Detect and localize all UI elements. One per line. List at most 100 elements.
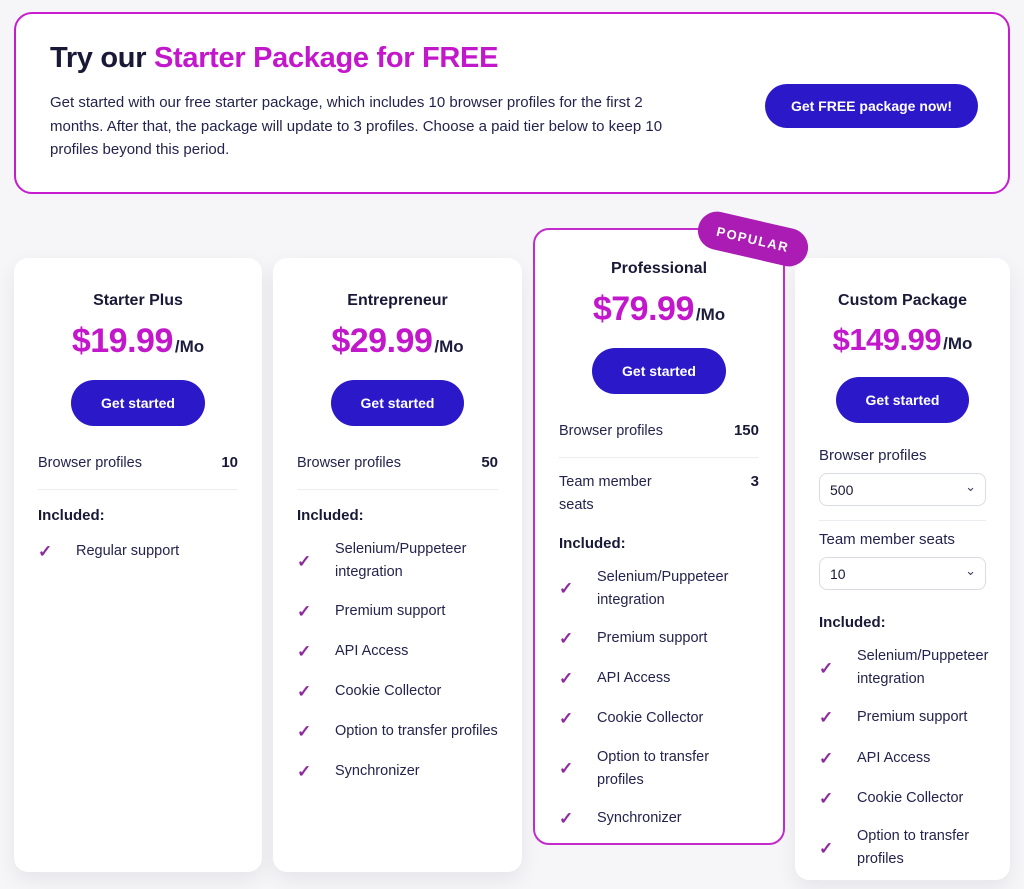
feature-item: ✓Synchronizer xyxy=(819,884,986,889)
banner-title-highlight: Starter Package for FREE xyxy=(153,42,499,74)
select-label-team-member-seats: Team member seats xyxy=(819,531,955,548)
spec-label: Browser profiles xyxy=(559,423,663,439)
plan-period: /Mo xyxy=(943,334,973,353)
check-icon: ✓ xyxy=(297,722,312,742)
check-icon: ✓ xyxy=(297,601,312,621)
feature-item: ✓Synchronizer xyxy=(559,805,759,832)
included-heading: Included: xyxy=(559,534,626,552)
plan-price: $79.99 xyxy=(592,290,695,328)
check-icon: ✓ xyxy=(819,838,834,858)
check-icon: ✓ xyxy=(819,748,834,768)
check-icon: ✓ xyxy=(819,658,834,678)
spec-row: Team member seats 3 xyxy=(559,471,759,517)
check-icon: ✓ xyxy=(297,681,312,701)
browser-profiles-select-wrap: 500 ⌄ xyxy=(819,473,986,506)
divider xyxy=(297,489,498,491)
plan-name: Starter Plus xyxy=(93,292,183,309)
spec-label: Browser profiles xyxy=(297,455,401,471)
pricing-card-entrepreneur: Entrepreneur $29.99 /Mo Get started Brow… xyxy=(273,258,522,872)
feature-item: ✓ Option to transfer profiles xyxy=(297,718,498,745)
pricing-card-starter-plus: Starter Plus $19.99 /Mo Get started Brow… xyxy=(14,258,262,872)
feature-item: ✓ Selenium/Puppeteer integration xyxy=(297,538,498,584)
feature-label: Option to transfer profiles xyxy=(335,723,498,740)
banner-title-prefix: Try our xyxy=(50,42,154,74)
check-icon: ✓ xyxy=(559,759,574,779)
select-label-browser-profiles: Browser profiles xyxy=(819,447,927,464)
spec-value: 3 xyxy=(750,473,759,491)
feature-item: ✓ Option to transfer profiles xyxy=(559,746,759,792)
spec-row: Browser profiles 150 xyxy=(559,420,759,443)
plan-name: Custom Package xyxy=(838,292,967,309)
feature-label: Premium support xyxy=(597,629,708,646)
spec-value: 50 xyxy=(481,454,498,471)
get-started-button[interactable]: Get started xyxy=(835,377,970,423)
get-started-button[interactable]: Get started xyxy=(592,348,726,394)
feature-label: Selenium/Puppeteer integration xyxy=(857,648,989,688)
feature-label: Premium support xyxy=(335,602,446,619)
feature-label: Selenium/Puppeteer integration xyxy=(335,541,467,581)
feature-list: ✓ Selenium/Puppeteer integration ✓ Premium… xyxy=(297,538,498,785)
feature-list: ✓ Selenium/Puppeteer integration ✓ Premium… xyxy=(559,566,759,833)
check-icon: ✓ xyxy=(38,542,53,562)
feature-item: ✓ API Access xyxy=(559,665,759,692)
check-icon: ✓ xyxy=(819,788,834,808)
check-icon: ✓ xyxy=(559,579,574,599)
feature-list: ✓ Selenium/Puppeteer integration ✓ Premium… xyxy=(819,645,989,889)
feature-item: ✓ Selenium/Puppeteer integration xyxy=(559,566,759,612)
plan-name: Professional xyxy=(610,260,708,277)
browser-profiles-select[interactable]: 500 xyxy=(819,473,986,506)
get-free-package-button[interactable]: Get FREE package now! xyxy=(764,84,978,128)
feature-label: Option to transfer profiles xyxy=(597,748,710,788)
plan-period: /Mo xyxy=(695,305,726,324)
feature-label: API Access xyxy=(335,642,409,659)
feature-item: ✓ Regular support xyxy=(38,538,238,565)
plan-price: $149.99 xyxy=(832,322,942,357)
banner-description: Get started with our free starter packag… xyxy=(50,94,663,159)
divider xyxy=(559,457,759,459)
check-icon: ✓ xyxy=(297,641,312,661)
price-row: $19.99 /Mo xyxy=(38,324,238,358)
spec-value: 10 xyxy=(221,454,238,471)
plan-name: Entrepreneur xyxy=(347,292,448,309)
feature-label: Synchronizer xyxy=(335,763,420,780)
feature-item: ✓ Selenium/Puppeteer integration xyxy=(819,645,989,691)
feature-item: ✓ Synchronizer xyxy=(297,758,498,785)
feature-item: ✓ Premium support xyxy=(559,625,759,652)
divider xyxy=(819,520,986,521)
pricing-card-professional: Professional $79.99 /Mo Get started Brow… xyxy=(533,228,785,845)
feature-label: API Access xyxy=(857,749,931,766)
feature-item: ✓ Cookie Collector xyxy=(819,785,986,812)
get-started-button[interactable]: Get started xyxy=(71,380,205,426)
feature-list: ✓ Regular support xyxy=(38,538,238,565)
price-row: $29.99 /Mo xyxy=(297,324,498,358)
included-heading: Included: xyxy=(819,614,886,631)
feature-label: Cookie Collector xyxy=(335,682,442,699)
divider xyxy=(38,489,238,491)
feature-item: ✓ Cookie Collector xyxy=(559,705,759,732)
feature-label: Cookie Collector xyxy=(857,789,964,806)
feature-item: ✓ Option to transfer profiles xyxy=(819,825,986,871)
price-row: $79.99 /Mo xyxy=(559,292,759,326)
check-icon: ✓ xyxy=(559,669,574,689)
feature-label: Premium support xyxy=(857,709,968,726)
banner-title: Try our Starter Package for FREE xyxy=(50,42,978,75)
feature-item: ✓ API Access xyxy=(297,638,498,665)
feature-label: API Access xyxy=(597,670,671,687)
team-member-seats-select[interactable]: 10 xyxy=(819,557,986,590)
plan-period: /Mo xyxy=(174,337,205,356)
included-heading: Included: xyxy=(297,507,364,525)
check-icon: ✓ xyxy=(297,762,312,782)
spec-label: Browser profiles xyxy=(38,455,142,471)
get-started-button[interactable]: Get started xyxy=(330,380,465,426)
pricing-card-custom-package: Custom Package $149.99 /Mo Get started B… xyxy=(795,258,1010,889)
price-row: $149.99 /Mo xyxy=(819,324,986,355)
feature-label: Regular support xyxy=(76,543,180,560)
feature-label: Cookie Collector xyxy=(597,710,704,727)
spec-row: Browser profiles 10 xyxy=(38,452,238,475)
check-icon: ✓ xyxy=(559,709,574,729)
plan-price: $19.99 xyxy=(71,322,174,360)
check-icon: ✓ xyxy=(559,628,574,648)
free-package-banner: Try our Starter Package for FREE Get sta… xyxy=(14,12,1010,194)
feature-label: Synchronizer xyxy=(597,809,682,826)
